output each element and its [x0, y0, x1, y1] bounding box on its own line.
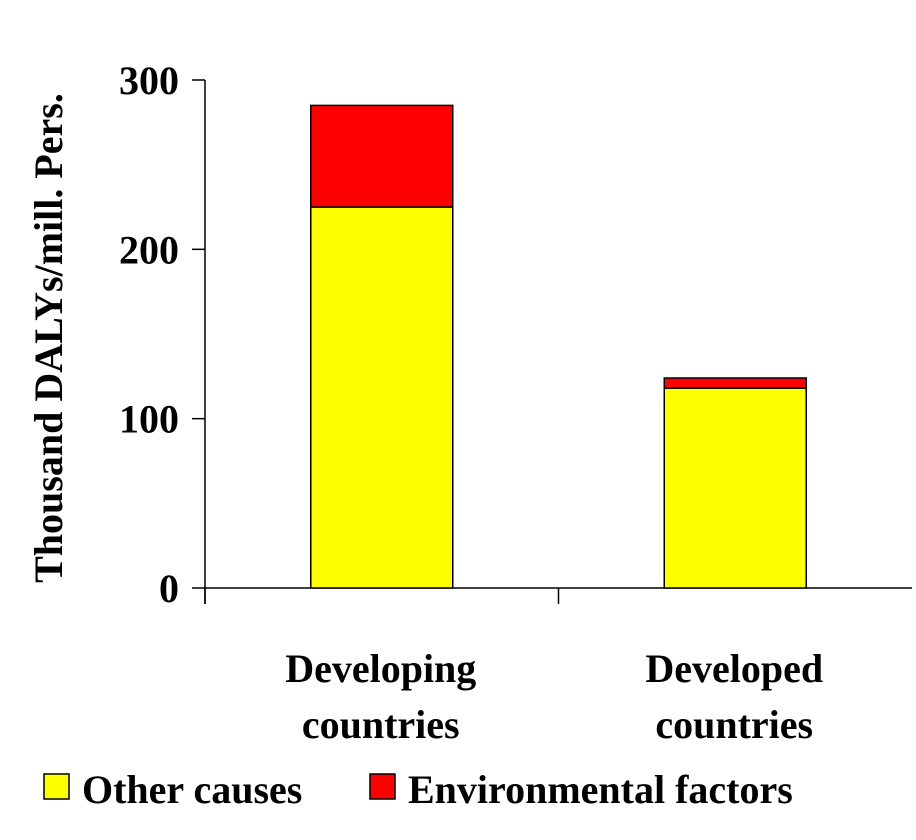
category-labels: Developing countries Developed countries [285, 646, 823, 747]
legend-swatch [43, 773, 70, 800]
category-label-line: countries [302, 702, 460, 747]
category-label-line: Developing [285, 646, 476, 691]
category-label: Developed countries [645, 646, 823, 747]
y-axis: 0 100 200 300 [119, 58, 206, 611]
bar-segment-other-causes [663, 387, 807, 589]
category-label-line: countries [655, 702, 813, 747]
y-tick-label: 300 [119, 58, 179, 103]
legend-label: Environmental factors [408, 767, 793, 812]
legend-label: Other causes [82, 767, 302, 812]
y-axis-title-group: Thousand DALYs/mill. Pers. [26, 93, 71, 583]
legend-swatch [369, 773, 396, 800]
y-tick-label: 100 [119, 397, 179, 442]
legend: Other causes Environmental factors [43, 767, 793, 812]
category-label-line: Developed [645, 646, 823, 691]
bars [310, 104, 807, 589]
x-axis [204, 587, 912, 604]
bar-segment-environmental-factors [310, 104, 454, 208]
bar-segment-other-causes [310, 206, 454, 589]
y-tick-label: 200 [119, 227, 179, 272]
y-tick-label: 0 [159, 566, 179, 611]
category-label: Developing countries [285, 646, 476, 747]
y-axis-title: Thousand DALYs/mill. Pers. [26, 93, 71, 583]
bar-segment-environmental-factors [663, 377, 807, 389]
